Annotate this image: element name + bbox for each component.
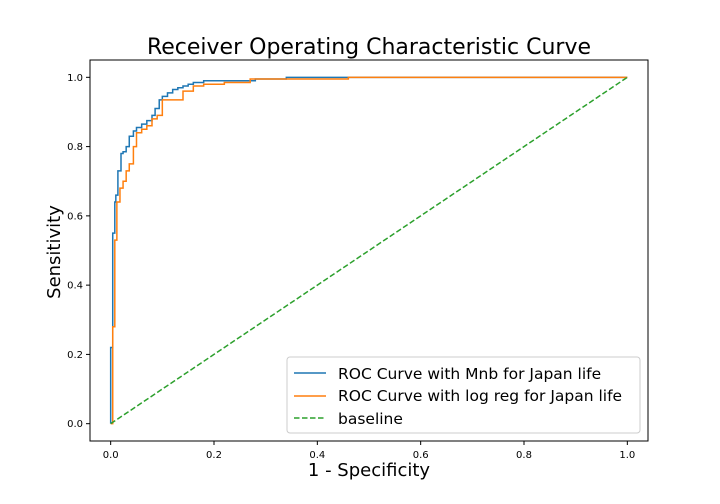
x-axis-label: 1 - Specificity: [308, 460, 431, 481]
y-tick-label: 0.0: [67, 419, 83, 430]
y-axis-label: Sensitivity: [44, 205, 65, 299]
x-tick-label: 0.6: [413, 450, 429, 461]
legend-label-logreg: ROC Curve with log reg for Japan life: [338, 387, 622, 405]
legend-entry-baseline: baseline: [294, 410, 403, 428]
legend-entry-logreg: ROC Curve with log reg for Japan life: [294, 387, 622, 405]
y-tick-label: 0.6: [67, 211, 83, 222]
series-line-mnb: [109, 76, 628, 424]
legend-label-mnb: ROC Curve with Mnb for Japan life: [338, 365, 601, 383]
plot-frame: [89, 59, 649, 442]
y-tick-label: 1.0: [67, 73, 83, 84]
x-tick-label: 0.8: [516, 450, 532, 461]
legend-entry-mnb: ROC Curve with Mnb for Japan life: [294, 365, 601, 383]
x-tick-label: 1.0: [619, 450, 635, 461]
y-tick-label: 0.4: [67, 281, 83, 292]
series-layer: [109, 76, 628, 425]
y-tick-label: 0.8: [67, 142, 83, 153]
legend: ROC Curve with Mnb for Japan life ROC Cu…: [286, 356, 641, 434]
legend-box: [286, 356, 641, 434]
chart-title: Receiver Operating Characteristic Curve: [147, 35, 591, 60]
x-tick-label: 0.4: [309, 450, 325, 461]
x-tick-label: 0.0: [103, 450, 119, 461]
y-axis-ticks: 0.0 0.2 0.4 0.6 0.8 1.0: [67, 73, 90, 430]
series-line-logreg: [110, 76, 628, 425]
plot-area: [89, 59, 649, 442]
legend-label-baseline: baseline: [338, 410, 403, 428]
x-tick-label: 0.2: [206, 450, 222, 461]
x-axis-ticks: 0.0 0.2 0.4 0.6 0.8 1.0: [103, 441, 635, 461]
y-tick-label: 0.2: [67, 350, 83, 361]
